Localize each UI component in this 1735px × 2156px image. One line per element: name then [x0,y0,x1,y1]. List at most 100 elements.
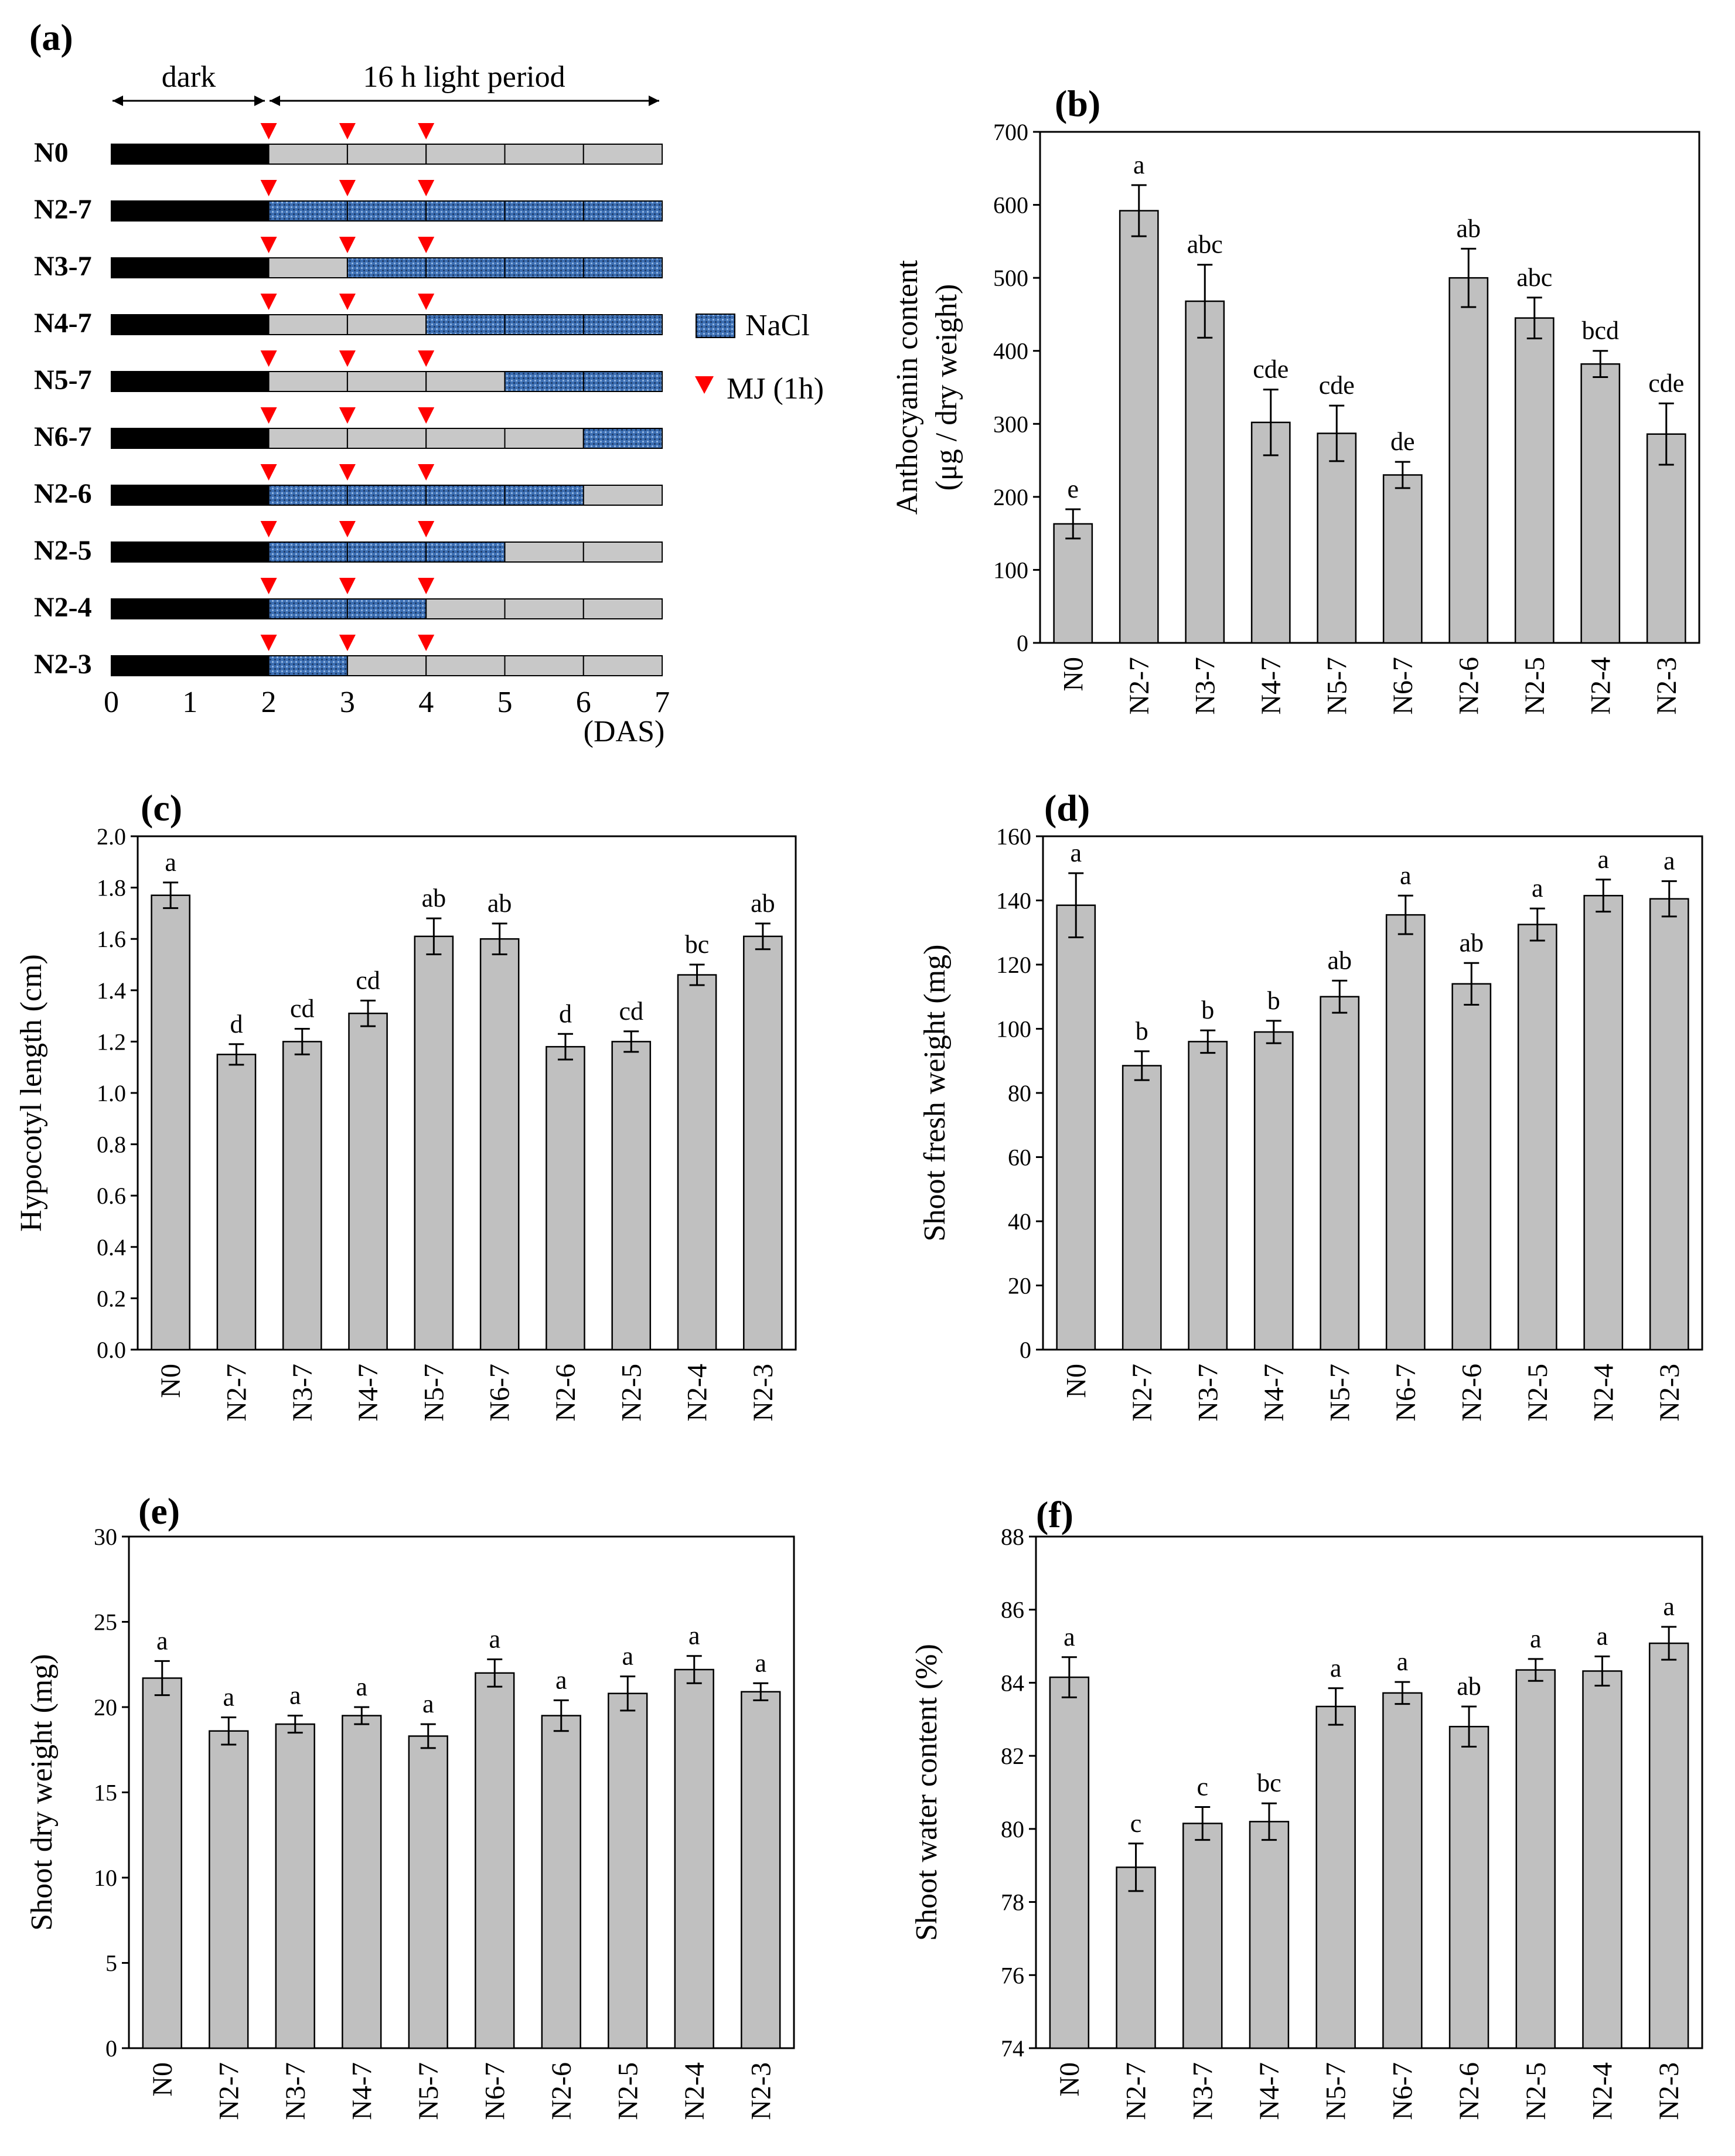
mj-marker-icon [260,180,277,196]
x-category-label: N0 [155,1364,186,1398]
x-category-label: N2-6 [1453,657,1484,715]
x-category-label: N0 [147,2062,178,2097]
timeline-tick-label: 0 [104,686,119,719]
bar [1514,317,1555,644]
x-category-label: N2-5 [1522,1364,1553,1422]
timeline-row: N0 [34,123,663,168]
timeline-row: N2-6 [34,464,663,509]
bar [1317,432,1357,644]
x-category-label: N6-7 [1387,2062,1418,2120]
y-tick-label: 300 [993,411,1028,437]
panel-a-timeline: (a) dark 16 h light period N0 N2-7 N3-7 N4-… [29,16,824,748]
x-category-label: N4-7 [346,2062,377,2120]
y-tick-label: 100 [996,1016,1031,1043]
timeline-row: N2-5 [34,521,663,566]
mj-marker-icon [418,521,435,537]
light-segment [582,541,663,563]
x-category-label: N3-7 [1192,1364,1223,1422]
mj-marker-icon [418,123,435,139]
x-category-label: N2-7 [221,1364,252,1422]
x-category-label: N6-7 [479,2062,510,2120]
bar [677,974,717,1351]
bar [1182,1823,1223,2049]
significance-letter: a [223,1682,234,1711]
x-category-label: N2-3 [1654,1364,1685,1422]
significance-letter: a [356,1673,367,1701]
timeline-row-label: N5-7 [34,365,92,396]
significance-letter: a [1597,1622,1608,1651]
bar [1253,1031,1294,1351]
bar [209,1730,249,2049]
significance-letter: a [1530,1624,1542,1653]
nacl-segment [425,485,506,506]
bar [1382,1692,1423,2049]
x-category-label: N4-7 [1256,657,1287,715]
mj-marker-icon [339,237,356,253]
x-category-label: N0 [1058,657,1089,692]
light-segment [346,314,427,335]
nacl-segment [425,314,506,335]
y-tick-label: 2.0 [97,823,126,850]
nacl-segment [268,655,348,676]
y-tick-label: 400 [993,338,1028,365]
mj-marker-icon [339,180,356,196]
light-segment [582,655,663,676]
bar [1116,1867,1156,2049]
timeline-row-label: N2-4 [34,592,92,623]
significance-letter: a [1400,861,1412,890]
y-tick-label: 0 [105,2035,117,2062]
timeline-row-label: N2-5 [34,535,92,566]
light-segment [504,541,584,563]
light-segment [268,144,348,165]
significance-letter: a [1597,845,1609,874]
light-segment [346,371,427,392]
mj-marker-icon [260,237,277,253]
timeline-tick-label: 1 [182,686,197,719]
plot-frame [1035,1535,1703,2049]
x-category-label: N2-4 [1588,1364,1619,1422]
timeline-tick-label: 2 [261,686,277,719]
timeline-row: N3-7 [34,237,663,282]
significance-letter: cd [356,966,380,994]
y-tick-label: 0 [1017,630,1028,656]
y-tick-label: 0.8 [97,1132,126,1158]
x-category-label: N4-7 [353,1364,384,1422]
bar [1188,1041,1228,1351]
bar [1185,300,1225,644]
dark-segment [111,428,270,449]
nacl-segment [268,485,348,506]
light-segment [268,428,348,449]
bar [1249,1821,1290,2049]
y-tick-label: 200 [993,484,1028,510]
panel-d-label: (d) [1044,787,1090,829]
y-tick-label: 0.4 [97,1234,126,1261]
bar [541,1715,581,2049]
significance-letter: ab [488,889,512,918]
x-category-label: N5-7 [1321,657,1352,715]
timeline-row: N6-7 [34,407,663,452]
bar [674,1668,714,2049]
nacl-segment [582,200,663,222]
light-segment [425,655,506,676]
bar [1515,1669,1556,2049]
panel-a-label: (a) [29,16,73,58]
dark-segment [111,541,270,563]
y-tick-label: 78 [1001,1889,1024,1916]
bar [1382,474,1423,644]
mj-marker-icon [260,123,277,139]
dark-segment [111,200,270,222]
nacl-segment [582,371,663,392]
y-tick-label: 20 [94,1694,117,1721]
y-tick-label: 140 [996,888,1031,914]
bar [1583,895,1624,1351]
nacl-segment [425,257,506,278]
x-category-label: N3-7 [280,2062,311,2120]
y-axis-label: Shoot fresh weight (mg) [918,945,952,1242]
y-axis-label: Shoot dry weight (mg) [25,1654,59,1930]
significance-letter: a [1070,839,1082,867]
mj-marker-icon [339,123,356,139]
y-tick-label: 5 [105,1950,117,1977]
bar [743,935,783,1351]
timeline-row-label: N2-7 [34,194,92,225]
nacl-segment [346,485,427,506]
